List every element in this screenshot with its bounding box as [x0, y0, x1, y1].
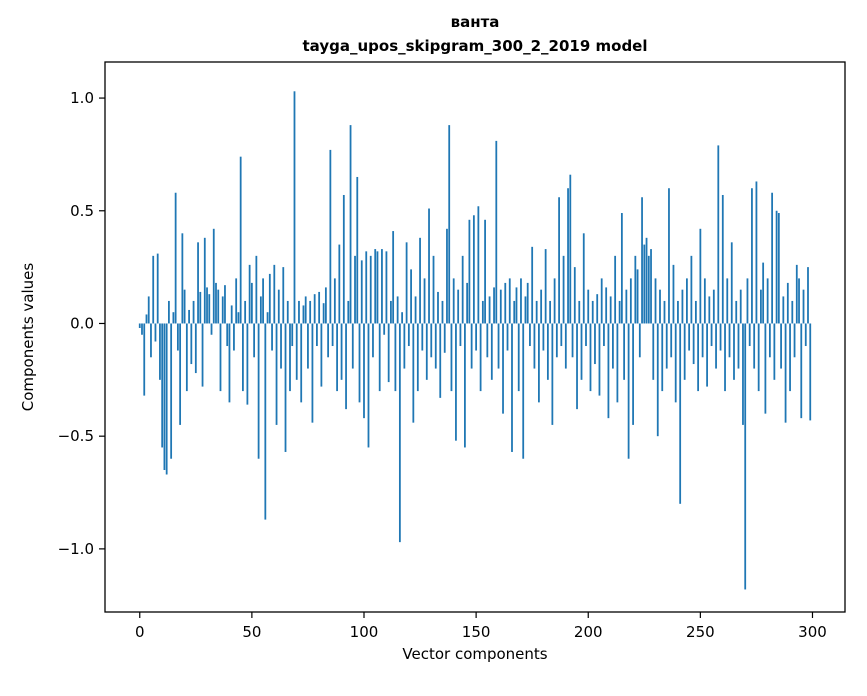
tick-marks: [99, 97, 814, 618]
x-tick-label: 50: [242, 623, 261, 641]
tick-labels: 1.0 0.5 0.0 −0.5 −1.0 0 50 100 150 200 250 300: [58, 89, 827, 641]
x-tick-label: 0: [135, 623, 145, 641]
chart-title-block: ванта tayga_upos_skipgram_300_2_2019 mod…: [105, 10, 845, 58]
x-tick-label: 300: [798, 623, 827, 641]
y-tick-label: 0.0: [70, 314, 94, 332]
chart-subtitle-model: tayga_upos_skipgram_300_2_2019 model: [302, 37, 648, 55]
y-tick-label: −1.0: [58, 540, 94, 558]
x-axis-label: Vector components: [402, 645, 548, 663]
x-tick-label: 100: [350, 623, 379, 641]
axes-box: [104, 61, 846, 613]
x-tick-label: 250: [686, 623, 715, 641]
chart-title-word: ванта: [450, 13, 500, 31]
bars: [138, 91, 812, 590]
y-tick-label: 0.5: [70, 202, 94, 220]
y-tick-label: 1.0: [70, 89, 94, 107]
x-tick-label: 200: [574, 623, 603, 641]
y-tick-label: −0.5: [58, 427, 94, 445]
x-tick-label: 150: [462, 623, 491, 641]
